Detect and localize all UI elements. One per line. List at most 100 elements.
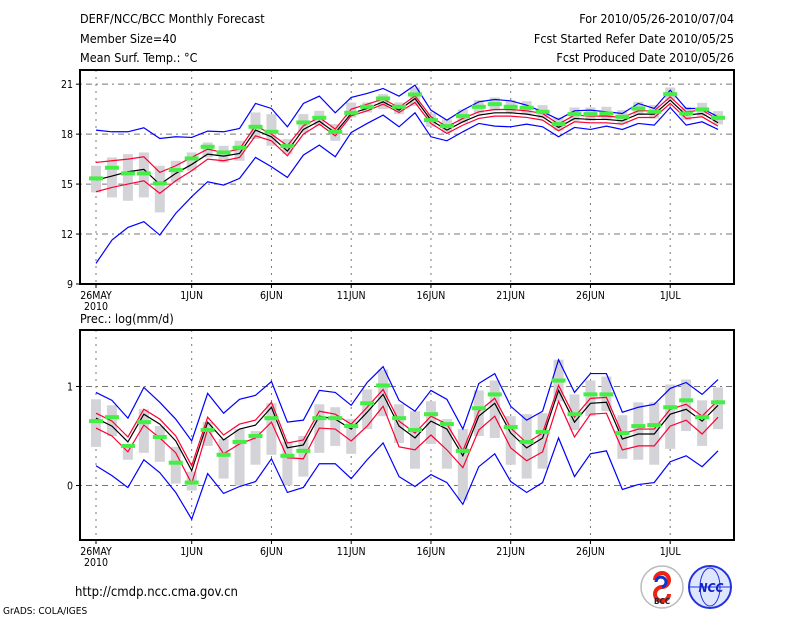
ensemble-box — [617, 415, 628, 459]
y-tick-label: 15 — [61, 179, 73, 191]
marker-point — [200, 428, 215, 433]
ensemble-box — [633, 402, 644, 460]
marker-point — [631, 106, 646, 111]
marker-point — [184, 156, 199, 161]
ensemble-box — [250, 431, 261, 465]
marker-point — [711, 115, 726, 120]
header-member-size: Member Size=40 — [80, 31, 177, 46]
y-tick-label: 18 — [61, 129, 73, 141]
x-tick-label: 1JUL — [660, 546, 682, 558]
ensemble-box — [202, 142, 213, 158]
ensemble-box — [218, 438, 229, 479]
precip-panel-title: Prec.: log(mm/d) — [80, 311, 174, 326]
marker-point — [312, 115, 327, 120]
marker-point — [439, 422, 454, 427]
header-variable: Mean Surf. Temp.: °C — [80, 50, 198, 65]
marker-point — [551, 378, 566, 383]
marker-point — [168, 168, 183, 173]
marker-point — [360, 401, 375, 406]
footer-url[interactable]: http://cmdp.ncc.cma.gov.cn — [75, 585, 238, 600]
x-tick-label: 26MAY — [80, 546, 112, 558]
x-tick-sublabel: 2010 — [84, 301, 108, 313]
x-tick-label: 11JUN — [337, 290, 366, 302]
marker-point — [487, 102, 502, 107]
marker-point — [264, 129, 279, 134]
ensemble-box — [521, 414, 532, 479]
marker-point — [104, 415, 119, 420]
marker-point — [296, 120, 311, 125]
marker-point — [344, 424, 359, 429]
x-tick-label: 21JUN — [496, 546, 525, 558]
marker-point — [663, 92, 678, 97]
ensemble-box — [681, 379, 692, 432]
marker-point — [615, 114, 630, 119]
marker-point — [360, 104, 375, 109]
marker-point — [519, 105, 534, 110]
x-tick-label: 6JUN — [260, 290, 283, 302]
marker-point — [232, 439, 247, 444]
marker-point — [89, 419, 103, 424]
marker-point — [216, 452, 231, 457]
marker-point — [152, 434, 167, 439]
ncc-logo: NCC — [688, 565, 732, 609]
marker-point — [264, 416, 279, 421]
plot-frame — [79, 329, 735, 541]
ensemble-box — [106, 157, 117, 198]
marker-point — [455, 448, 470, 453]
ensemble-box — [122, 154, 133, 201]
marker-point — [647, 423, 662, 428]
y-tick-label: 21 — [61, 79, 73, 91]
y-tick-label: 1 — [67, 381, 73, 393]
marker-point — [328, 416, 343, 421]
svg-text:BCC: BCC — [654, 597, 670, 606]
ensemble-box — [378, 369, 389, 417]
ensemble-box — [154, 426, 165, 462]
marker-point — [583, 392, 598, 397]
marker-point — [519, 439, 534, 444]
marker-point — [599, 111, 614, 116]
marker-point — [136, 420, 151, 425]
ensemble-box — [441, 419, 452, 469]
marker-point — [392, 104, 407, 109]
marker-point — [136, 171, 151, 176]
min-line — [95, 106, 719, 264]
marker-point — [104, 165, 119, 170]
ensemble-box — [425, 401, 436, 444]
ensemble-box — [362, 389, 373, 430]
marker-point — [599, 392, 614, 397]
marker-point — [695, 107, 710, 112]
ensemble-box — [713, 387, 724, 430]
ensemble-box — [138, 409, 149, 453]
x-tick-label: 1JUN — [180, 290, 203, 302]
x-tick-label: 1JUN — [180, 546, 203, 558]
ensemble-box — [234, 140, 245, 161]
x-tick-label: 11JUN — [337, 546, 366, 558]
ensemble-box — [394, 404, 405, 443]
marker-point — [120, 171, 135, 176]
marker-point — [328, 129, 343, 134]
marker-point — [663, 405, 678, 410]
marker-point — [232, 145, 247, 150]
marker-point — [471, 104, 486, 109]
marker-point — [392, 416, 407, 421]
marker-point — [152, 181, 167, 186]
ensemble-box — [346, 419, 357, 454]
marker-point — [200, 144, 215, 149]
marker-point — [631, 424, 646, 429]
marker-point — [423, 118, 438, 123]
marker-point — [567, 412, 582, 417]
ensemble-mean-line — [95, 388, 719, 473]
ensemble-box — [473, 390, 484, 436]
ensemble-box — [282, 441, 293, 486]
marker-point — [471, 406, 486, 411]
marker-point — [376, 96, 391, 101]
upper-spread-line — [95, 383, 719, 468]
x-tick-label: 16JUN — [417, 546, 446, 558]
ensemble-box — [234, 429, 245, 486]
ensemble-mean-line — [95, 97, 719, 186]
bcc-logo: BCC — [640, 565, 684, 609]
x-tick-sublabel: 2010 — [84, 557, 108, 569]
marker-point — [487, 392, 502, 397]
